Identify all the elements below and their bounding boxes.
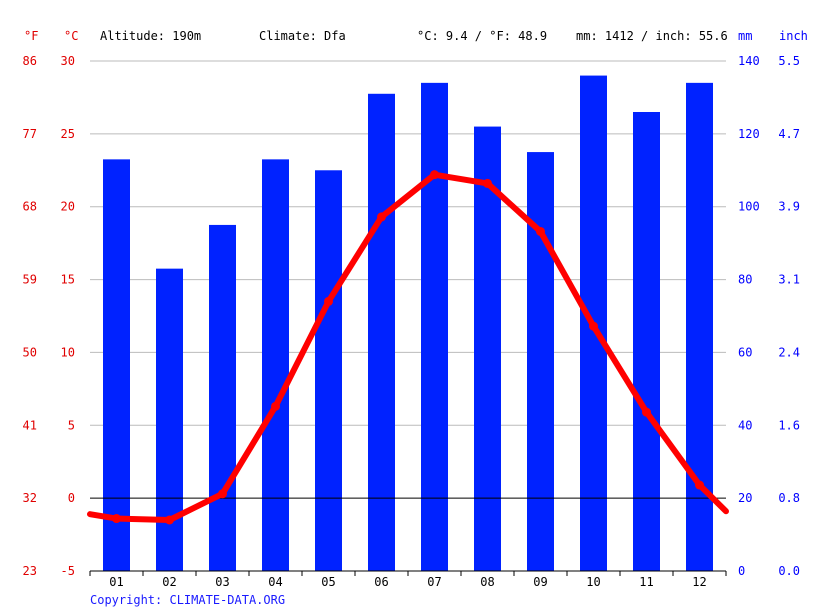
month-tick-label: 04 xyxy=(268,575,282,589)
month-tick-label: 01 xyxy=(109,575,123,589)
precipitation-bar xyxy=(527,152,554,571)
month-tick-label: 06 xyxy=(374,575,388,589)
inch-tick-label: 4.7 xyxy=(778,127,800,141)
precipitation-bar xyxy=(315,170,342,571)
celsius-tick-label: 0 xyxy=(68,491,75,505)
fahrenheit-unit-label: °F xyxy=(24,29,38,43)
fahrenheit-tick-label: 59 xyxy=(23,273,37,287)
precipitation-bars xyxy=(103,76,713,571)
inch-tick-label: 3.1 xyxy=(778,273,800,287)
inch-unit-label: inch xyxy=(779,29,808,43)
temperature-point xyxy=(483,179,492,188)
celsius-tick-label: 30 xyxy=(61,54,75,68)
fahrenheit-tick-label: 68 xyxy=(23,200,37,214)
precipitation-bar xyxy=(368,94,395,571)
inch-tick-label: 1.6 xyxy=(778,418,800,432)
month-tick-label: 03 xyxy=(215,575,229,589)
temperature-point xyxy=(112,514,121,523)
month-tick-label: 05 xyxy=(321,575,335,589)
inch-tick-label: 2.4 xyxy=(778,345,800,359)
inch-tick-label: 5.5 xyxy=(778,54,800,68)
altitude-label: Altitude: 190m xyxy=(100,29,201,43)
inch-tick-label: 3.9 xyxy=(778,200,800,214)
temperature-point xyxy=(165,516,174,525)
mm-tick-label: 120 xyxy=(738,127,760,141)
fahrenheit-tick-label: 77 xyxy=(23,127,37,141)
mm-tick-label: 20 xyxy=(738,491,752,505)
temperature-point xyxy=(271,402,280,411)
mm-tick-label: 60 xyxy=(738,345,752,359)
fahrenheit-tick-label: 23 xyxy=(23,564,37,578)
temperature-point xyxy=(324,297,333,306)
precipitation-bar xyxy=(633,112,660,571)
temperature-point xyxy=(589,322,598,331)
month-tick-label: 12 xyxy=(692,575,706,589)
month-tick-label: 08 xyxy=(480,575,494,589)
month-tick-label: 11 xyxy=(639,575,653,589)
inch-tick-label: 0.0 xyxy=(778,564,800,578)
mm-tick-label: 0 xyxy=(738,564,745,578)
month-tick-label: 09 xyxy=(533,575,547,589)
month-tick-label: 07 xyxy=(427,575,441,589)
celsius-tick-label: 20 xyxy=(61,200,75,214)
mm-tick-label: 40 xyxy=(738,418,752,432)
precipitation-bar xyxy=(209,225,236,571)
month-tick-label: 10 xyxy=(586,575,600,589)
precipitation-bar xyxy=(262,159,289,571)
month-tick-label: 02 xyxy=(162,575,176,589)
inch-tick-label: 0.8 xyxy=(778,491,800,505)
celsius-tick-label: 5 xyxy=(68,418,75,432)
temperature-line xyxy=(90,170,726,524)
temperature-point xyxy=(642,408,651,417)
grid-lines xyxy=(90,61,726,571)
mm-unit-label: mm xyxy=(738,29,752,43)
celsius-tick-label: 25 xyxy=(61,127,75,141)
mm-tick-label: 140 xyxy=(738,54,760,68)
temperature-point xyxy=(430,170,439,179)
precipitation-bar xyxy=(103,159,130,571)
fahrenheit-tick-label: 41 xyxy=(23,418,37,432)
precipitation-summary: mm: 1412 / inch: 55.6 xyxy=(576,29,728,43)
celsius-tick-label: 10 xyxy=(61,345,75,359)
fahrenheit-tick-label: 50 xyxy=(23,345,37,359)
climate-label: Climate: Dfa xyxy=(259,29,346,43)
temperature-point xyxy=(377,212,386,221)
precipitation-bar xyxy=(156,269,183,571)
mm-tick-label: 100 xyxy=(738,200,760,214)
temperature-summary: °C: 9.4 / °F: 48.9 xyxy=(417,29,547,43)
celsius-unit-label: °C xyxy=(64,29,78,43)
temperature-series-line xyxy=(90,175,726,520)
fahrenheit-tick-label: 32 xyxy=(23,491,37,505)
mm-tick-label: 80 xyxy=(738,273,752,287)
temperature-point xyxy=(218,489,227,498)
temperature-point xyxy=(695,481,704,490)
fahrenheit-tick-label: 86 xyxy=(23,54,37,68)
celsius-tick-label: -5 xyxy=(61,564,75,578)
copyright-label: Copyright: CLIMATE-DATA.ORG xyxy=(90,593,285,607)
temperature-point xyxy=(536,227,545,236)
celsius-tick-label: 15 xyxy=(61,273,75,287)
